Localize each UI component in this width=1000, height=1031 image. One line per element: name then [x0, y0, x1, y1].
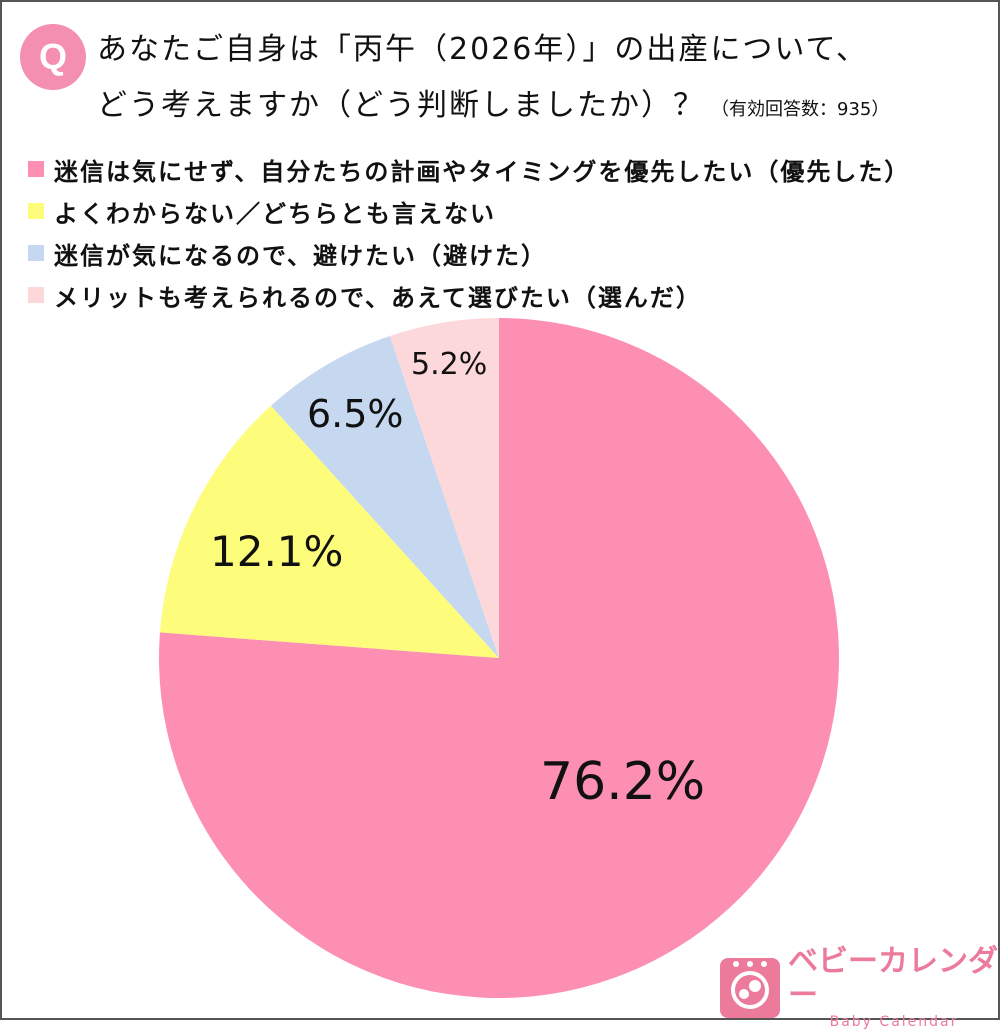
legend-swatch-blue [28, 245, 44, 261]
legend-label: よくわからない／どちらとも言えない [54, 199, 496, 228]
slice-label-prioritize: 76.2% [540, 752, 706, 812]
slice-label-choose: 5.2% [411, 347, 488, 382]
pie-slice-1 [159, 405, 499, 658]
slice-label-unsure: 12.1% [210, 527, 344, 576]
legend-item-avoid: 迷信が気になるので、避けたい（避けた） [28, 232, 910, 274]
legend-swatch-lightpink [28, 287, 44, 303]
title-line-2-text: どう考えますか（どう判断しましたか）？ [97, 88, 705, 123]
legend-label: 迷信が気になるので、避けたい（避けた） [54, 241, 548, 270]
pie-slices [158, 318, 839, 998]
legend-item-unsure: よくわからない／どちらとも言えない [28, 190, 910, 232]
legend-swatch-yellow [28, 203, 44, 219]
pie-slice-3 [389, 318, 499, 658]
baby-calendar-logo: ベビーカレンダー Baby Calendar [720, 945, 1000, 1031]
title-line-2: どう考えますか（どう判断しましたか）？ （有効回答数：935） [97, 78, 889, 138]
slice-label-avoid: 6.5% [307, 392, 404, 436]
chart-title: あなたご自身は「丙午（2026年）」の出産について、 どう考えますか（どう判断し… [97, 22, 889, 138]
legend-item-choose: メリットも考えられるので、あえて選びたい（選んだ） [28, 274, 910, 316]
legend-swatch-pink [28, 161, 44, 177]
logo-jp-text: ベビーカレンダー [788, 944, 998, 1013]
logo-text: ベビーカレンダー Baby Calendar [788, 945, 1000, 1031]
legend-item-prioritize: 迷信は気にせず、自分たちの計画やタイミングを優先したい（優先した） [28, 148, 910, 190]
legend-label: 迷信は気にせず、自分たちの計画やタイミングを優先したい（優先した） [54, 157, 911, 186]
response-count-note: （有効回答数：935） [711, 99, 890, 120]
legend: 迷信は気にせず、自分たちの計画やタイミングを優先したい（優先した） よくわからな… [28, 148, 910, 316]
calendar-baby-icon [720, 958, 780, 1018]
logo-en-text: Baby Calendar [829, 1014, 959, 1030]
question-badge: Q [20, 24, 86, 90]
pie-slice-2 [270, 335, 499, 658]
legend-label: メリットも考えられるので、あえて選びたい（選んだ） [54, 283, 702, 312]
title-line-1: あなたご自身は「丙午（2026年）」の出産について、 [97, 32, 868, 67]
